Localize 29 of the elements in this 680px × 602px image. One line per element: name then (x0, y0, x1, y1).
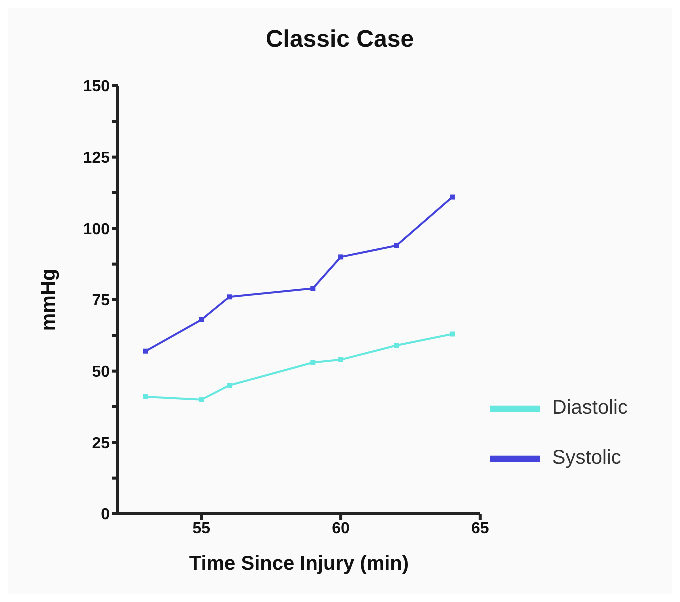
legend-label: Diastolic (552, 397, 628, 420)
point (227, 383, 232, 388)
x-axis-title: Time Since Injury (min) (189, 553, 410, 575)
y-tick-label: 0 (101, 506, 110, 524)
y-tick-label: 50 (92, 364, 110, 382)
y-tick-label: 25 (92, 435, 110, 452)
y-axis-title: mmHg (38, 268, 60, 332)
point (227, 294, 232, 300)
point (199, 317, 204, 322)
y-tick-label: 75 (92, 292, 110, 310)
y-tick-label: 125 (83, 150, 110, 168)
point (450, 194, 456, 200)
x-tick-label: 55 (192, 520, 211, 538)
point (338, 357, 344, 362)
point (143, 348, 148, 354)
point (143, 394, 148, 400)
point (394, 243, 400, 248)
x-tick-label: 65 (472, 520, 490, 538)
point (310, 286, 316, 292)
point (450, 332, 456, 337)
x-tick-label: 60 (332, 520, 350, 538)
legend-label: Systolic (552, 447, 622, 470)
point (394, 343, 400, 348)
chart-title: Classic Case (264, 25, 416, 55)
point (338, 254, 344, 260)
y-tick-label: 150 (83, 78, 110, 96)
point (199, 397, 204, 402)
point (310, 360, 316, 366)
y-tick-label: 100 (83, 221, 110, 238)
